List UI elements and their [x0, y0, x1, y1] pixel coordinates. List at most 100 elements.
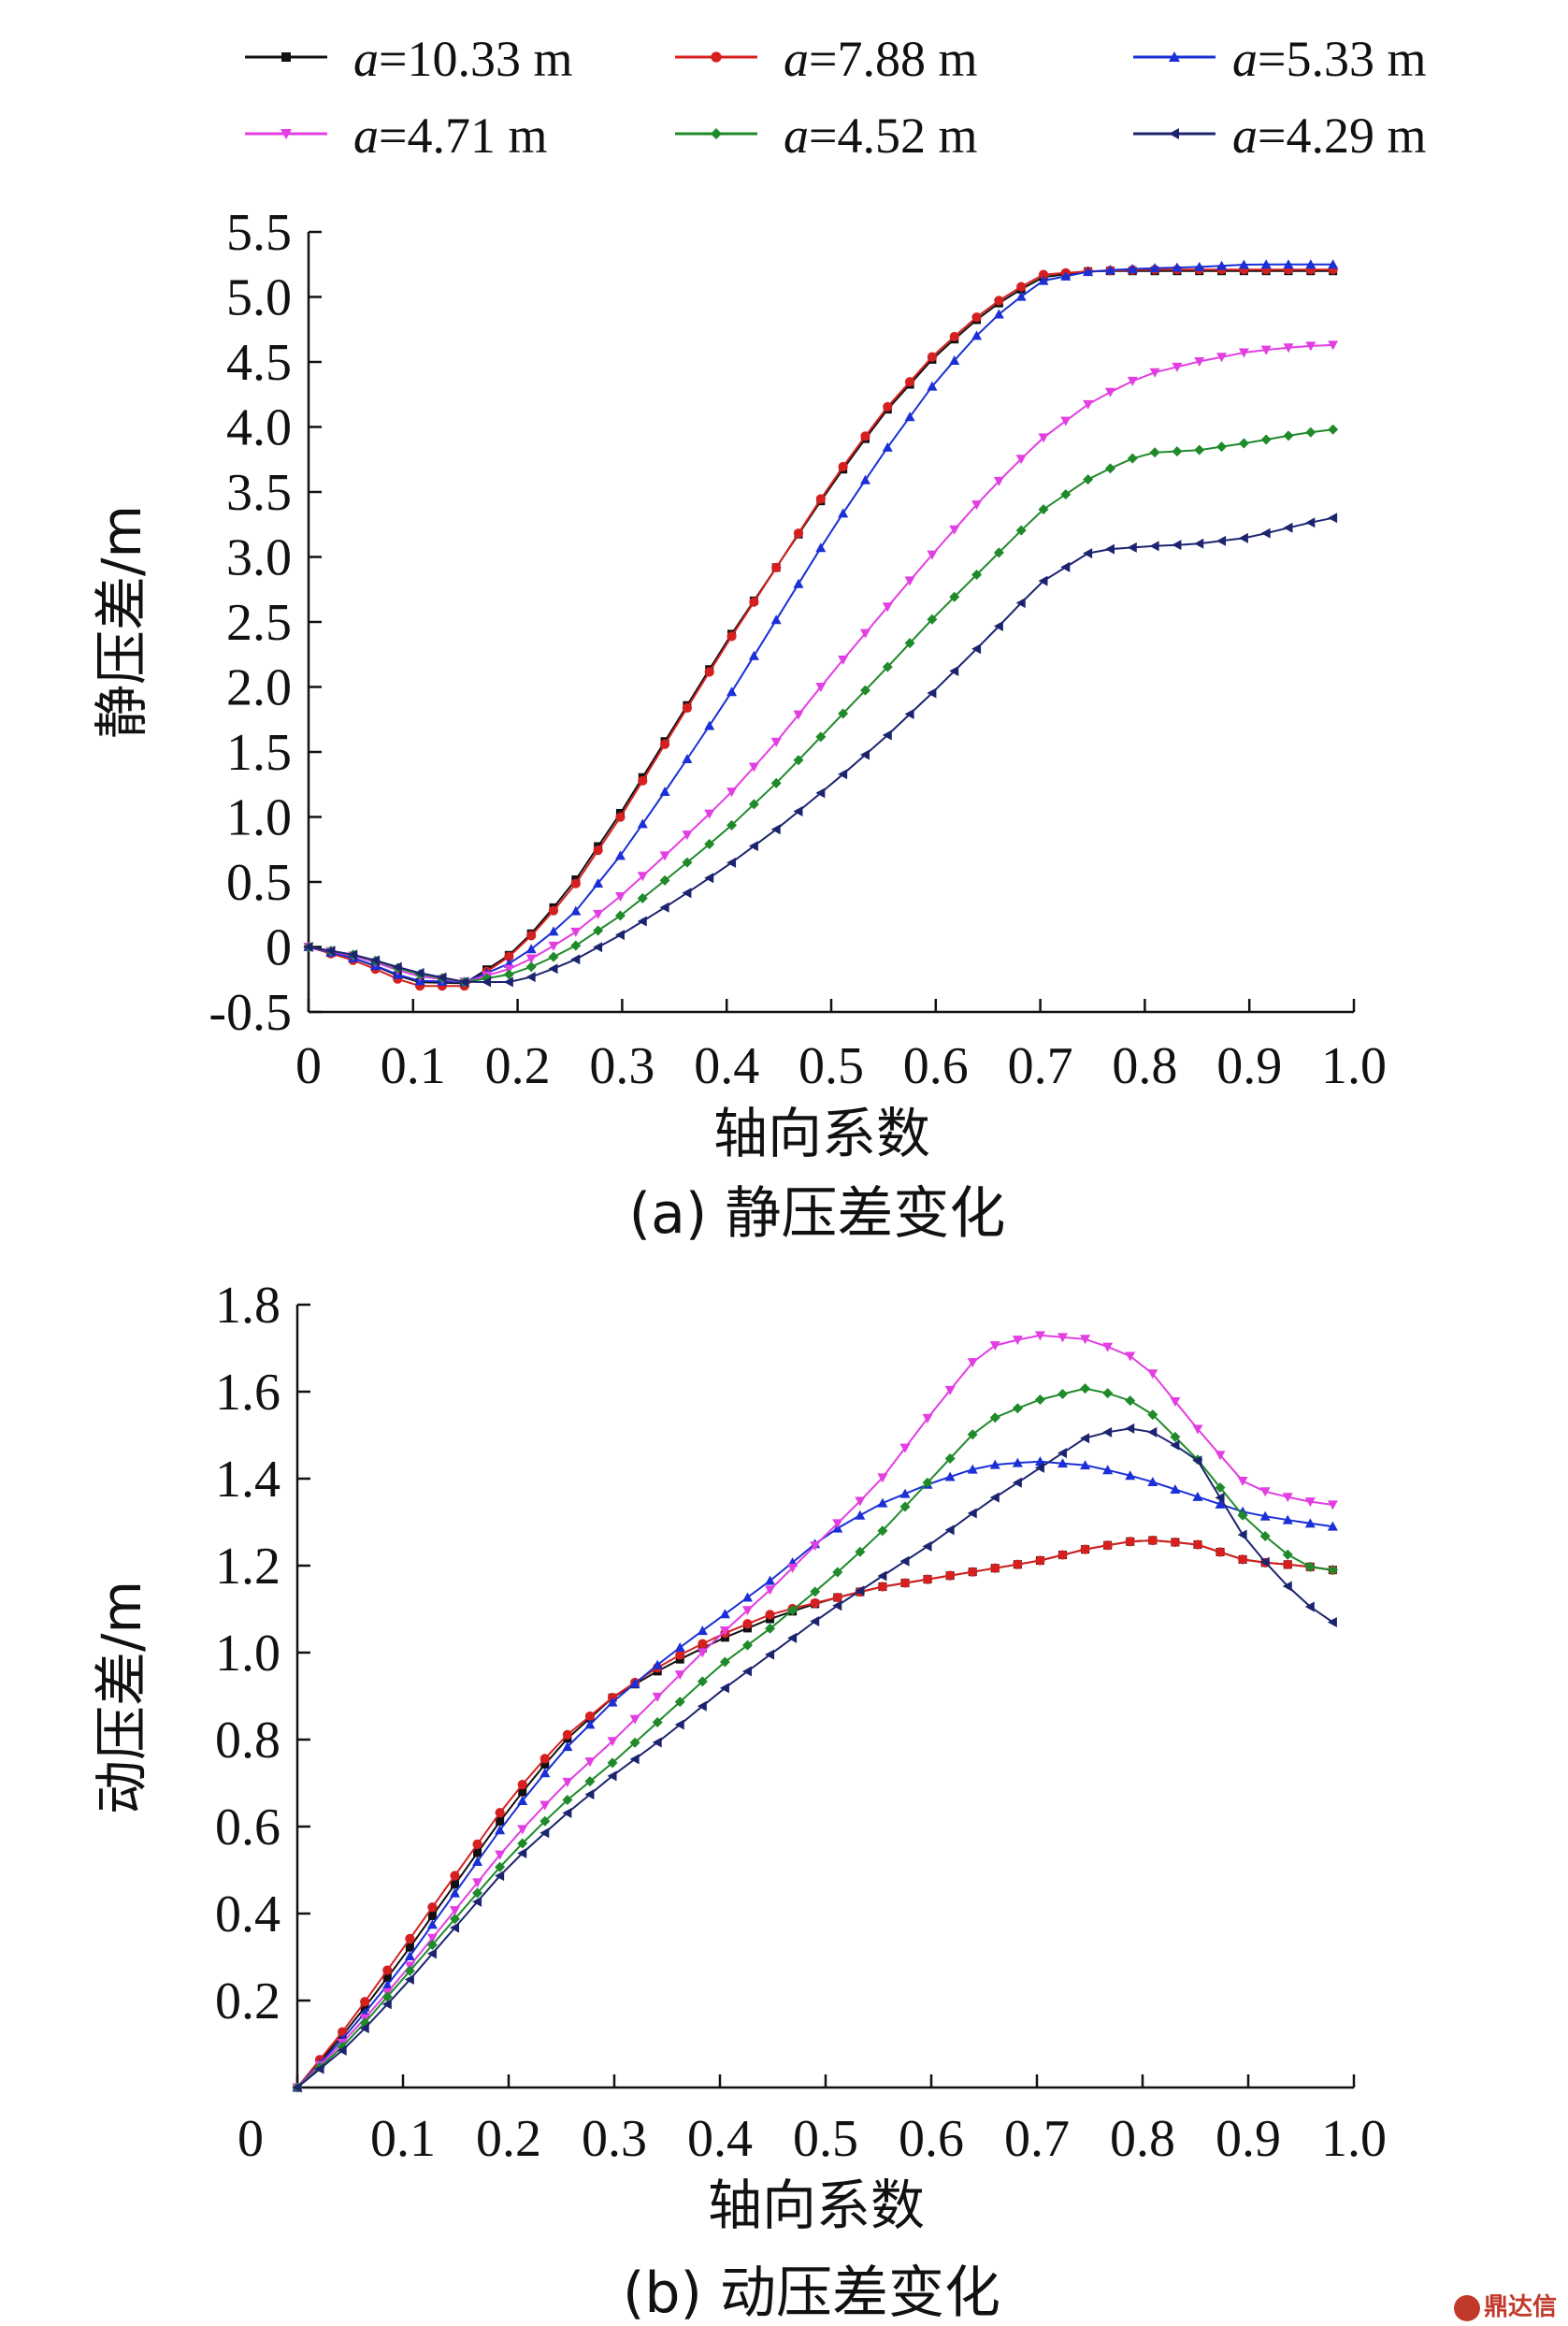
data-point — [748, 841, 758, 852]
data-point — [877, 1570, 887, 1582]
data-point — [659, 739, 670, 749]
data-point — [793, 755, 804, 766]
data-point — [989, 1459, 1000, 1469]
y-axis-label: 动压差/m — [90, 1581, 153, 1814]
data-point — [675, 1650, 685, 1660]
data-point — [922, 1413, 933, 1423]
data-point — [584, 1789, 595, 1800]
data-point — [504, 951, 514, 961]
data-point — [593, 877, 604, 888]
data-point — [1238, 259, 1249, 269]
data-point — [473, 1848, 482, 1857]
data-point — [1104, 387, 1115, 397]
data-point — [945, 1570, 956, 1581]
data-point — [495, 1825, 506, 1835]
data-point — [1125, 1351, 1136, 1362]
x-tick-label: 0.4 — [694, 1037, 759, 1095]
data-point — [1015, 598, 1026, 609]
data-point — [450, 1871, 460, 1881]
data-point — [570, 927, 582, 937]
data-point — [989, 1341, 1000, 1351]
data-point — [539, 1754, 550, 1764]
data-point — [607, 1737, 618, 1747]
legend-value: =10.33 m — [379, 31, 573, 87]
data-point — [726, 631, 737, 642]
data-point — [971, 643, 982, 655]
data-point — [1147, 1426, 1158, 1437]
data-point — [815, 731, 827, 743]
data-point — [503, 969, 514, 980]
data-point — [614, 930, 625, 941]
data-point — [652, 1737, 662, 1748]
data-point — [1127, 264, 1138, 274]
data-point — [1102, 1426, 1113, 1437]
series-line — [308, 428, 1333, 983]
legend-marker — [1169, 128, 1179, 139]
x-tick-label: 0.9 — [1216, 2110, 1281, 2168]
data-point — [1147, 1369, 1158, 1380]
data-point — [748, 799, 759, 810]
data-point — [855, 1546, 866, 1557]
data-point — [883, 401, 893, 412]
legend-value: =4.29 m — [1258, 108, 1427, 164]
data-point — [1060, 489, 1072, 500]
data-point — [1060, 561, 1071, 572]
data-point — [949, 591, 960, 602]
data-point — [325, 946, 336, 957]
data-point — [877, 1525, 888, 1537]
data-point — [540, 1759, 550, 1769]
data-point — [765, 1585, 776, 1596]
data-point — [1080, 1460, 1091, 1470]
data-point — [810, 1616, 820, 1627]
y-tick-label: 1.0 — [226, 789, 292, 847]
series-4 — [292, 1383, 1338, 2093]
data-point — [1327, 1565, 1338, 1576]
data-point — [765, 1610, 775, 1620]
data-point — [1104, 463, 1115, 474]
data-point — [1083, 399, 1094, 410]
data-point — [426, 1933, 438, 1943]
data-point — [517, 1848, 527, 1859]
series-0 — [304, 267, 1338, 988]
data-point — [562, 1729, 572, 1740]
data-point — [1102, 1388, 1114, 1399]
data-point — [770, 737, 782, 747]
data-point — [405, 1933, 415, 1943]
data-point — [1080, 1383, 1091, 1394]
x-tick-label: 0.1 — [381, 1037, 446, 1095]
legend-marker — [281, 52, 291, 62]
x-tick-label: 0.9 — [1216, 1037, 1282, 1095]
data-point — [994, 296, 1004, 306]
series-2 — [292, 1456, 1338, 2092]
data-point — [381, 1979, 393, 1989]
data-point — [1215, 1498, 1226, 1509]
data-point — [1260, 345, 1272, 355]
data-point — [838, 508, 849, 518]
data-point — [652, 1716, 663, 1727]
data-point — [459, 976, 469, 988]
data-point — [359, 2023, 369, 2034]
legend: a=10.33 m a=7.88 m a=5.33 m a=4.71 m a=4.52 … — [0, 0, 1568, 187]
data-point — [1170, 1537, 1180, 1548]
y-tick-label: 4.0 — [226, 399, 292, 457]
data-point — [1216, 535, 1227, 546]
x-tick-label: 0.2 — [485, 1037, 551, 1095]
data-point — [726, 686, 738, 697]
data-point — [1237, 1529, 1247, 1540]
data-point — [877, 1497, 888, 1508]
data-point — [292, 2082, 302, 2093]
data-point — [1260, 434, 1272, 445]
data-point — [1147, 1409, 1158, 1421]
data-point — [1015, 525, 1027, 536]
data-point — [1057, 1448, 1068, 1459]
data-point — [967, 1508, 977, 1519]
data-point — [1238, 1554, 1248, 1565]
data-point — [855, 1496, 866, 1507]
data-point — [517, 1780, 527, 1790]
data-point — [1283, 430, 1294, 441]
data-point — [1060, 270, 1072, 281]
data-point — [659, 902, 669, 913]
data-point — [1149, 263, 1160, 273]
data-point — [1328, 424, 1339, 435]
